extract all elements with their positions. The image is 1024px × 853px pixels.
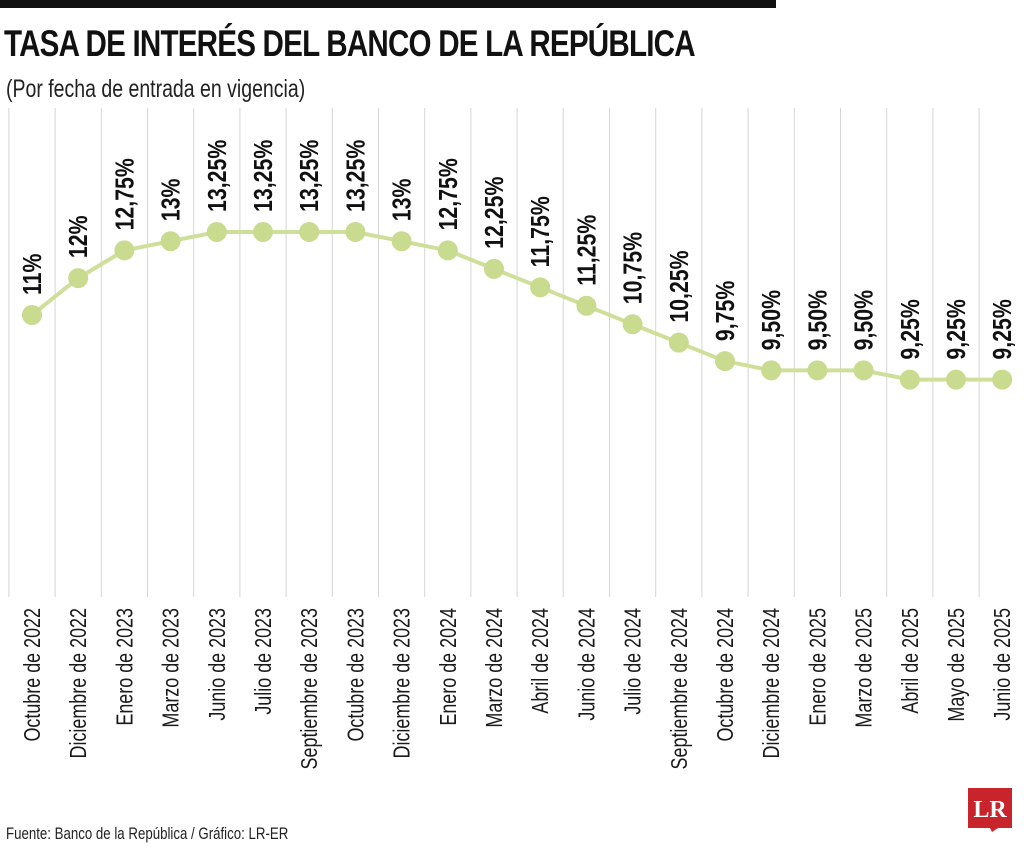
series-line xyxy=(30,230,1005,382)
data-point xyxy=(22,305,42,325)
data-point xyxy=(68,268,89,289)
data-point xyxy=(391,231,412,252)
data-point xyxy=(715,351,735,372)
data-point xyxy=(114,240,135,261)
data-points xyxy=(22,221,1013,390)
data-point xyxy=(946,369,966,390)
data-point xyxy=(299,221,320,242)
x-tick-label: Octubre de 2023 xyxy=(343,608,369,742)
chart-subtitle: (Por fecha de entrada en vigencia) xyxy=(6,75,306,103)
data-label: 11,75% xyxy=(526,196,556,267)
data-label: 9,50% xyxy=(803,290,833,350)
x-tick-label: Marzo de 2025 xyxy=(852,608,878,728)
data-label: 11% xyxy=(18,254,48,295)
data-label: 9,25% xyxy=(988,299,1018,359)
series-polyline xyxy=(30,230,1005,382)
data-label: 10,25% xyxy=(665,250,695,322)
top-rule xyxy=(0,0,776,8)
data-point xyxy=(761,360,782,381)
data-point xyxy=(992,369,1013,390)
data-point xyxy=(253,221,273,242)
x-tick-label: Enero de 2024 xyxy=(436,608,462,726)
data-label: 13% xyxy=(388,179,418,222)
data-point xyxy=(484,258,504,279)
x-tick-label: Abril de 2024 xyxy=(528,608,554,714)
data-label: 12,25% xyxy=(480,177,510,249)
data-label: 9,25% xyxy=(896,299,926,359)
data-label: 12,75% xyxy=(434,158,464,230)
data-point xyxy=(668,332,689,353)
x-tick-label: Julio de 2024 xyxy=(621,608,647,715)
data-label: 9,50% xyxy=(757,290,787,350)
x-tick-label: Marzo de 2024 xyxy=(482,608,508,728)
x-tick-label: Enero de 2023 xyxy=(112,608,138,726)
data-point xyxy=(437,240,458,261)
data-label: 12,75% xyxy=(110,158,140,230)
x-tick-label: Marzo de 2023 xyxy=(159,608,185,728)
source-note: Fuente: Banco de la República / Gráfico:… xyxy=(6,824,289,843)
data-label: 13,25% xyxy=(295,140,325,212)
data-point xyxy=(345,221,366,242)
data-point xyxy=(853,360,874,381)
x-tick-label: Enero de 2025 xyxy=(805,608,831,726)
data-label: 13,25% xyxy=(249,140,279,212)
x-tick-label: Junio de 2023 xyxy=(205,608,231,721)
data-point xyxy=(576,295,597,316)
lr-logo: LR xyxy=(968,788,1012,832)
data-point xyxy=(807,360,828,381)
x-tick-label: Octubre de 2022 xyxy=(20,608,46,742)
x-tick-label: Octubre de 2024 xyxy=(713,608,739,742)
x-tick-label: Diciembre de 2022 xyxy=(66,608,92,758)
x-tick-label: Septiembre de 2023 xyxy=(297,608,323,769)
data-point xyxy=(899,369,920,390)
data-label: 9,25% xyxy=(942,299,972,359)
data-label: 12% xyxy=(64,215,94,258)
data-label: 13,25% xyxy=(341,140,371,212)
data-label: 9,75% xyxy=(711,281,741,341)
data-label: 13,25% xyxy=(203,140,233,212)
x-tick-label: Junio de 2024 xyxy=(574,608,600,721)
data-label: 10,75% xyxy=(619,232,649,304)
chart-title: TASA DE INTERÉS DEL BANCO DE LA REPÚBLIC… xyxy=(4,23,696,64)
x-tick-label: Junio de 2025 xyxy=(990,608,1016,721)
x-axis-labels: Octubre de 2022 Diciembre de 2022 Enero de… xyxy=(20,608,1016,769)
data-label: 11,25% xyxy=(572,215,602,286)
data-point xyxy=(206,221,227,242)
x-tick-label: Mayo de 2025 xyxy=(944,608,970,722)
x-tick-label: Diciembre de 2023 xyxy=(390,608,416,758)
x-tick-label: Diciembre de 2024 xyxy=(759,608,785,758)
data-labels: 11% 12% 12,75% 13% 13,25% 13,25% 13,25% 13,25% 1… xyxy=(18,140,1018,360)
data-point xyxy=(530,277,551,298)
lr-logo-text: LR xyxy=(973,797,1007,823)
data-point xyxy=(160,231,181,252)
data-label: 9,50% xyxy=(850,290,880,350)
data-point xyxy=(622,314,643,335)
x-tick-label: Abril de 2025 xyxy=(898,608,924,714)
x-tick-label: Julio de 2023 xyxy=(251,608,277,715)
lr-logo-shape xyxy=(968,788,1012,832)
data-label: 13% xyxy=(157,179,187,222)
x-tick-label: Septiembre de 2024 xyxy=(667,608,693,769)
